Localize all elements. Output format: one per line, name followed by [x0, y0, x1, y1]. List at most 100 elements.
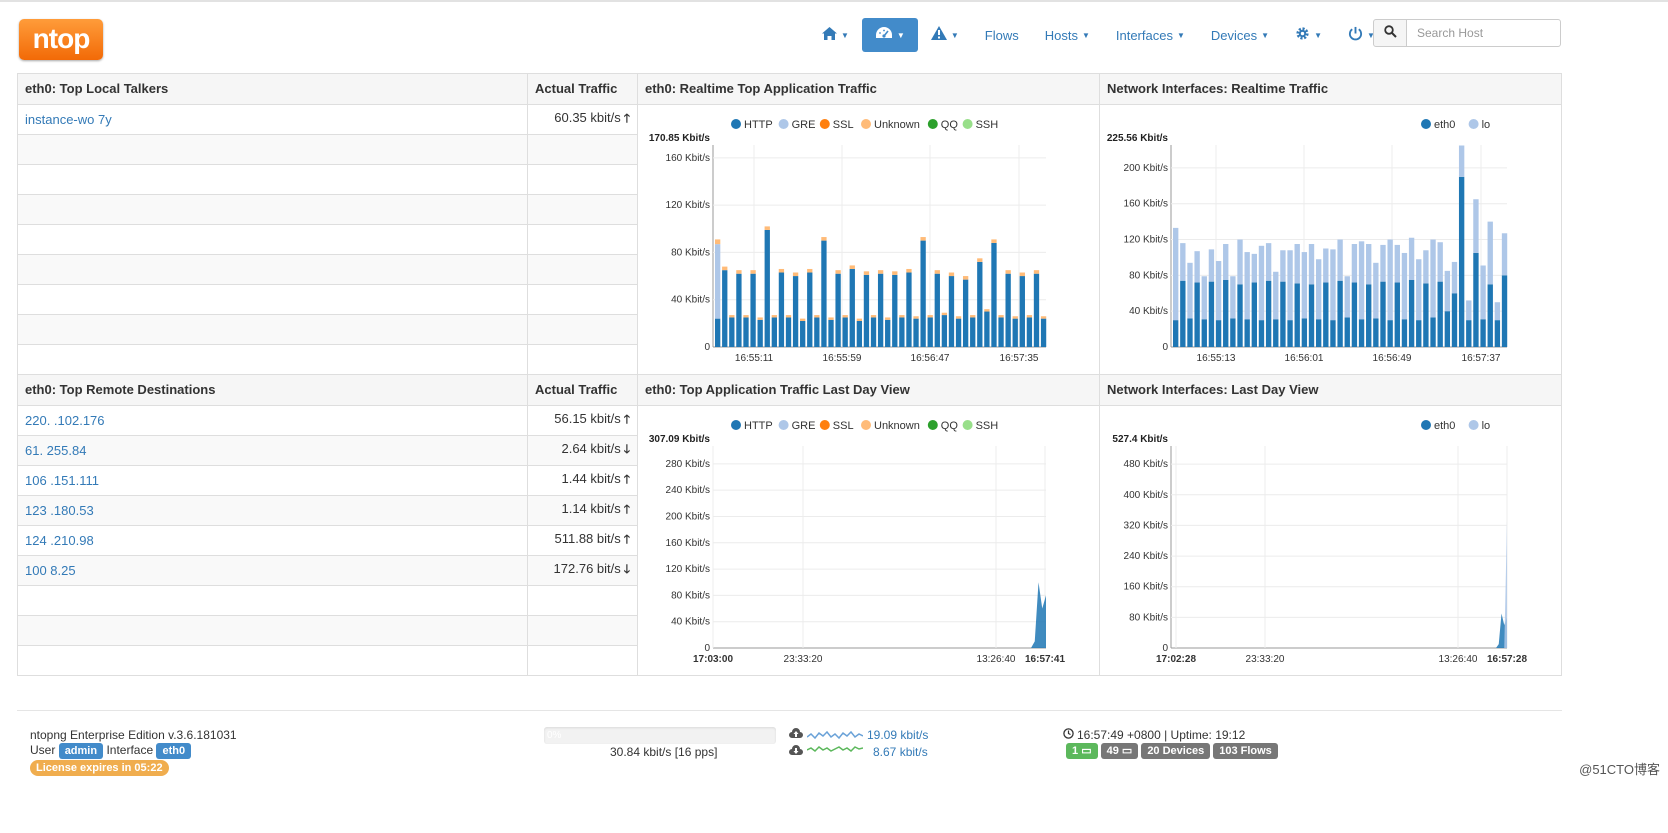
- bar-eth0[interactable]: [1423, 283, 1429, 347]
- bar-eth0[interactable]: [1237, 284, 1243, 347]
- upload-rate[interactable]: 19.09 kbit/s: [867, 728, 929, 742]
- bar-lo[interactable]: [1394, 244, 1400, 283]
- bar-http[interactable]: [885, 319, 891, 347]
- bar-unknown[interactable]: [885, 317, 891, 320]
- bar-http[interactable]: [821, 240, 827, 347]
- devices-badge[interactable]: 20 Devices: [1141, 743, 1211, 759]
- bar-eth0[interactable]: [1315, 319, 1322, 347]
- bar-lo[interactable]: [1208, 249, 1215, 282]
- bar-unknown[interactable]: [934, 270, 940, 274]
- bar-http[interactable]: [778, 272, 785, 347]
- bar-http[interactable]: [962, 279, 969, 347]
- host-link[interactable]: 61. 255.84: [25, 443, 87, 458]
- bar-http[interactable]: [906, 272, 912, 347]
- nav-dashboard[interactable]: ▼: [861, 18, 918, 52]
- bar-http[interactable]: [743, 317, 749, 347]
- bar-lo[interactable]: [1301, 252, 1308, 319]
- bar-unknown[interactable]: [743, 315, 749, 318]
- bar-unknown[interactable]: [892, 271, 898, 275]
- bar-http[interactable]: [842, 317, 848, 347]
- bar-lo[interactable]: [1201, 276, 1207, 320]
- bar-unknown[interactable]: [792, 272, 799, 277]
- bar-lo[interactable]: [1351, 244, 1358, 283]
- bar-lo[interactable]: [1265, 243, 1272, 281]
- bar-unknown[interactable]: [962, 276, 969, 280]
- bar-unknown[interactable]: [913, 316, 919, 319]
- bar-http[interactable]: [1040, 318, 1047, 347]
- bar-unknown[interactable]: [877, 270, 884, 274]
- bar-eth0[interactable]: [1337, 280, 1343, 347]
- bar-eth0[interactable]: [1501, 275, 1508, 347]
- bar-http[interactable]: [715, 318, 721, 347]
- bar-http[interactable]: [927, 317, 933, 347]
- bar-unknown[interactable]: [849, 265, 855, 269]
- bar-http[interactable]: [722, 270, 728, 347]
- legend-item[interactable]: SSH: [962, 119, 999, 131]
- bar-http[interactable]: [1033, 273, 1040, 347]
- local-hosts-badge[interactable]: 1 ▭: [1066, 743, 1098, 759]
- bar-http[interactable]: [977, 261, 983, 347]
- nav-home[interactable]: ▼: [809, 18, 862, 52]
- area-eth0[interactable]: [1496, 613, 1507, 648]
- flows-badge[interactable]: 103 Flows: [1213, 743, 1278, 759]
- bar-eth0[interactable]: [1323, 282, 1329, 347]
- bar-eth0[interactable]: [1366, 284, 1372, 347]
- bar-unknown[interactable]: [800, 318, 806, 321]
- app-day-chart[interactable]: HTTP GRE SSL Unknown QQ SSH 307.09 Kbit/s 0 40 K…: [638, 406, 1099, 675]
- bar-lo[interactable]: [1473, 199, 1479, 253]
- bar-eth0[interactable]: [1458, 176, 1465, 347]
- bar-unknown[interactable]: [835, 270, 841, 274]
- bar-eth0[interactable]: [1380, 281, 1386, 347]
- bar-http[interactable]: [913, 318, 919, 347]
- bar-unknown[interactable]: [821, 237, 827, 241]
- bar-lo[interactable]: [1416, 259, 1422, 321]
- bar-eth0[interactable]: [1251, 282, 1257, 347]
- user-badge[interactable]: admin: [58, 743, 104, 759]
- bar-unknown[interactable]: [1012, 316, 1018, 319]
- bar-eth0[interactable]: [1230, 318, 1236, 347]
- host-link[interactable]: 220. .102.176: [25, 413, 105, 428]
- bar-lo[interactable]: [1273, 271, 1279, 320]
- bar-unknown[interactable]: [991, 239, 997, 243]
- bar-lo[interactable]: [1287, 250, 1293, 321]
- legend-item[interactable]: Unknown: [861, 420, 920, 432]
- bar-lo[interactable]: [1280, 250, 1286, 282]
- bar-http[interactable]: [792, 276, 799, 347]
- bar-eth0[interactable]: [1330, 320, 1336, 347]
- bar-http[interactable]: [877, 273, 884, 347]
- bar-unknown[interactable]: [948, 272, 955, 277]
- bar-unknown[interactable]: [1033, 270, 1040, 274]
- bar-http[interactable]: [757, 319, 763, 347]
- bar-lo[interactable]: [1358, 241, 1365, 320]
- bar-eth0[interactable]: [1373, 318, 1379, 347]
- bar-eth0[interactable]: [1437, 281, 1443, 347]
- bar-http[interactable]: [920, 240, 926, 347]
- bar-gre[interactable]: [715, 244, 721, 319]
- bar-lo[interactable]: [1408, 237, 1415, 280]
- area-lo[interactable]: [1496, 521, 1507, 648]
- bar-eth0[interactable]: [1194, 282, 1200, 347]
- bar-unknown[interactable]: [778, 268, 785, 273]
- bar-eth0[interactable]: [1201, 319, 1207, 347]
- bar-eth0[interactable]: [1301, 318, 1308, 347]
- legend-item[interactable]: QQ: [927, 420, 959, 432]
- bar-eth0[interactable]: [1480, 319, 1486, 347]
- bar-http[interactable]: [807, 272, 813, 347]
- download-rate[interactable]: 8.67 kbit/s: [873, 745, 928, 759]
- bar-lo[interactable]: [1501, 233, 1508, 276]
- bar-lo[interactable]: [1423, 250, 1429, 284]
- bar-unknown[interactable]: [920, 237, 926, 241]
- bar-eth0[interactable]: [1258, 320, 1265, 347]
- bar-eth0[interactable]: [1401, 319, 1408, 347]
- bar-lo[interactable]: [1430, 239, 1436, 318]
- bar-eth0[interactable]: [1451, 293, 1458, 347]
- bar-http[interactable]: [991, 242, 997, 347]
- bar-unknown[interactable]: [722, 266, 728, 271]
- bar-lo[interactable]: [1380, 244, 1386, 282]
- if-realtime-chart[interactable]: eth0 lo 225.56 Kbit/s 0 40 Kbit/s 80 Kbit/s 12…: [1100, 105, 1561, 374]
- bar-unknown[interactable]: [1026, 315, 1033, 318]
- bar-eth0[interactable]: [1444, 311, 1451, 347]
- bar-unknown[interactable]: [814, 315, 820, 318]
- bar-eth0[interactable]: [1487, 284, 1493, 347]
- bar-lo[interactable]: [1466, 300, 1472, 321]
